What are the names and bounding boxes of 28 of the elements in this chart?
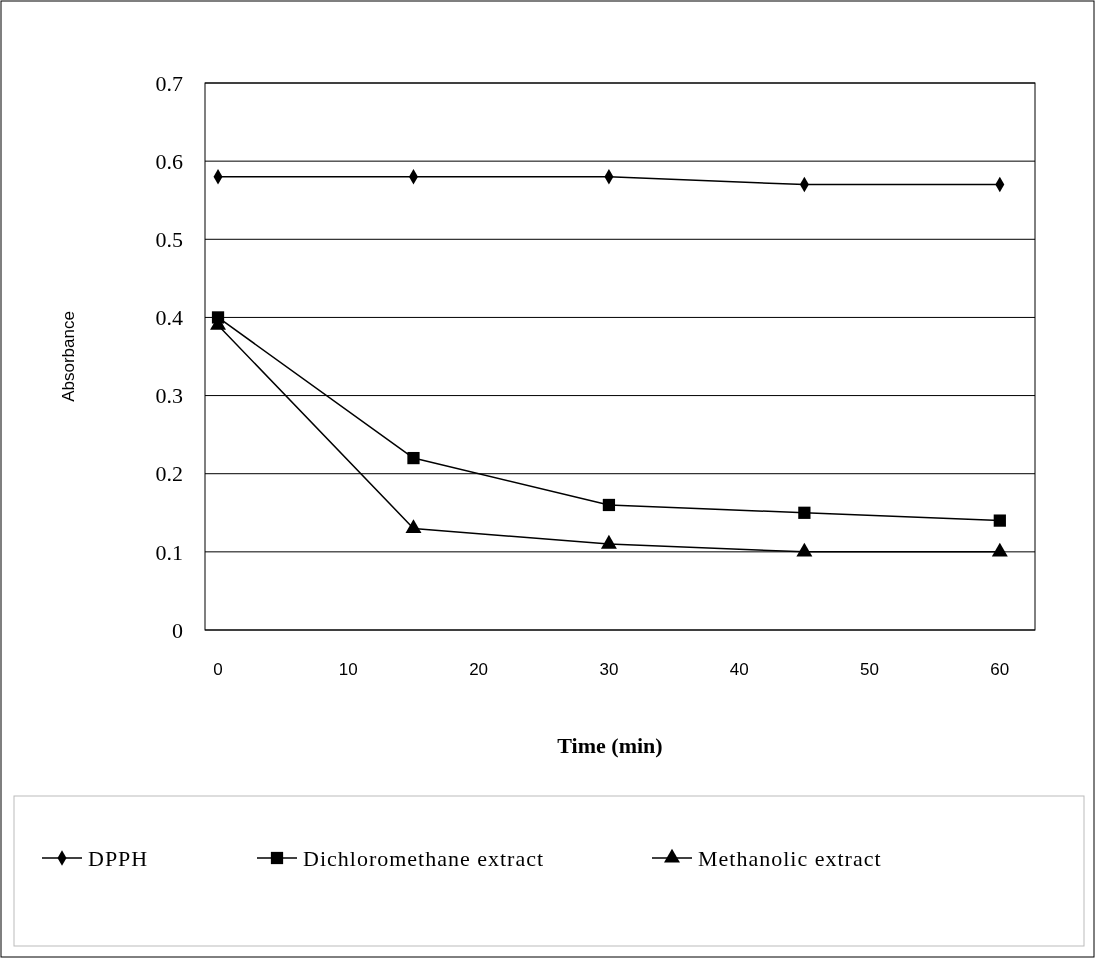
y-tick-label: 0	[172, 617, 183, 643]
point	[405, 519, 422, 534]
x-tick-label: 20	[469, 660, 489, 679]
point	[407, 451, 420, 465]
point	[796, 542, 813, 557]
x-tick-label: 40	[729, 660, 749, 679]
x-tick-label: 60	[990, 660, 1010, 679]
x-tick-label: 30	[599, 660, 619, 679]
y-tick-label: 0.7	[155, 70, 183, 96]
x-axis-title: Time (min)	[557, 733, 663, 758]
y-tick-label: 0.6	[155, 148, 183, 174]
y-tick-label: 0.4	[155, 305, 183, 331]
point	[993, 514, 1006, 527]
point	[600, 534, 617, 549]
point	[991, 542, 1008, 557]
y-tick-label: 0.3	[155, 383, 183, 409]
legend-label: Dichloromethane extract	[303, 845, 545, 871]
x-tick-label: 50	[860, 660, 879, 679]
point	[602, 498, 616, 512]
legend-label: DPPH	[88, 845, 149, 871]
x-tick-label: 10	[338, 660, 358, 679]
y-tick-label: 0.5	[155, 226, 183, 252]
x-tick-label: 0	[213, 660, 223, 679]
y-tick-label: 0.1	[155, 539, 183, 565]
y-tick-label: 0.2	[155, 461, 183, 487]
legend-label: Methanolic extract	[698, 845, 882, 871]
point	[798, 506, 811, 519]
y-axis-title: Absorbance	[59, 311, 78, 402]
